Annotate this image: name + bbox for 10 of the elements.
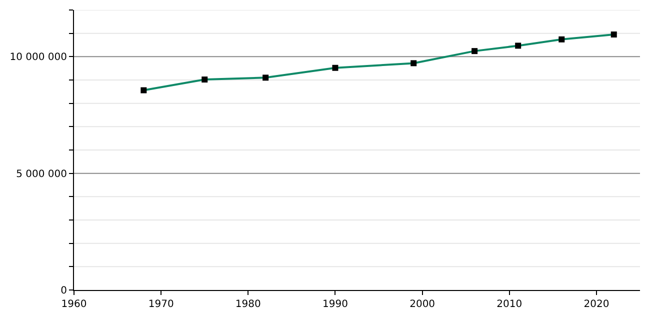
y-tick-label: 0 [60, 286, 67, 296]
y-tick-label: 5 000 000 [16, 168, 67, 180]
x-tick-label: 1960 [61, 299, 87, 310]
x-tick-label: 2020 [584, 299, 610, 310]
y-tick-label: 10 000 000 [10, 52, 67, 64]
x-tick-label: 1990 [322, 299, 348, 310]
x-tick-label: 2010 [496, 299, 522, 310]
x-tick-label: 2000 [410, 299, 436, 310]
x-tick-label: 1970 [148, 299, 174, 310]
x-tick-label: 1980 [235, 299, 261, 310]
